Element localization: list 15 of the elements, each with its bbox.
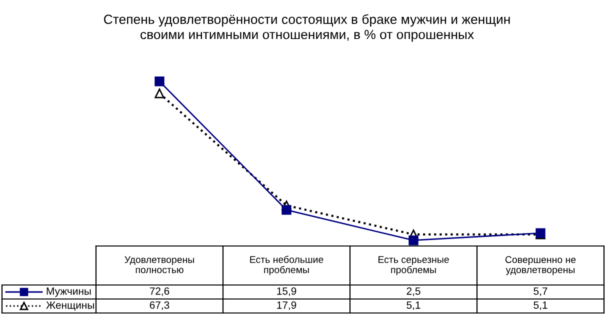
legend-label: Мужчины — [46, 288, 91, 297]
x-tick-label: Удовлетворены полностью — [124, 256, 194, 274]
data-label: 5,1 — [406, 302, 420, 310]
data-label: 15,9 — [277, 287, 296, 296]
data-label: 67,3 — [150, 301, 170, 310]
data-label: 72,6 — [150, 287, 170, 296]
x-tick-label: Есть серьезные проблемы — [378, 256, 449, 276]
legend-label: Женщины — [46, 302, 94, 311]
data-label: 17,9 — [277, 301, 296, 310]
data-label: 5,7 — [534, 288, 548, 296]
x-tick-label: Совершенно не удовлетворены — [505, 256, 576, 276]
data-label: 5,1 — [534, 302, 548, 310]
x-tick-label: Есть небольшие проблемы — [250, 256, 324, 276]
data-label: 2,5 — [406, 287, 420, 296]
chart-title: Степень удовлетворённости состоящих в браке мужчин и женщин своими интимными отношениями, в % от опрошенных — [104, 14, 510, 42]
